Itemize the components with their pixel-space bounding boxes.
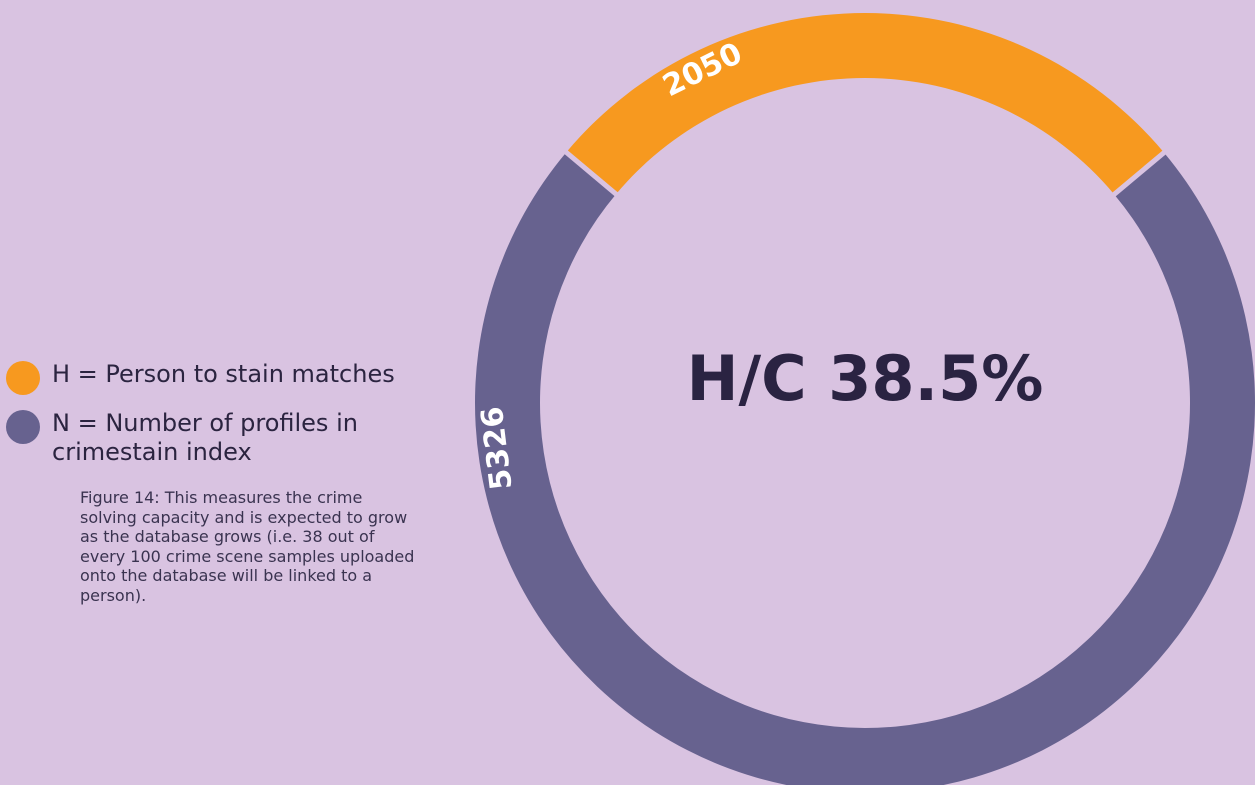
legend-label-n: N = Number of profiles in crimestain ind…	[52, 409, 358, 466]
slice-separator-1	[561, 147, 621, 199]
legend-swatch-n	[6, 410, 40, 444]
legend-item-n: N = Number of profiles in crimestain ind…	[6, 409, 426, 467]
chart-legend: H = Person to stain matches N = Number o…	[6, 360, 426, 481]
donut-slice-n	[475, 152, 1255, 785]
donut-slice-h	[566, 12, 1164, 195]
legend-label-h: H = Person to stain matches	[52, 360, 395, 388]
legend-swatch-h	[6, 361, 40, 395]
legend-item-h: H = Person to stain matches	[6, 360, 426, 395]
center-label: H/C 38.5%	[687, 342, 1044, 415]
donut-slices	[475, 12, 1255, 785]
slice-separator-2	[1109, 148, 1169, 199]
figure-caption: Figure 14: This measures the crime solvi…	[80, 488, 415, 605]
